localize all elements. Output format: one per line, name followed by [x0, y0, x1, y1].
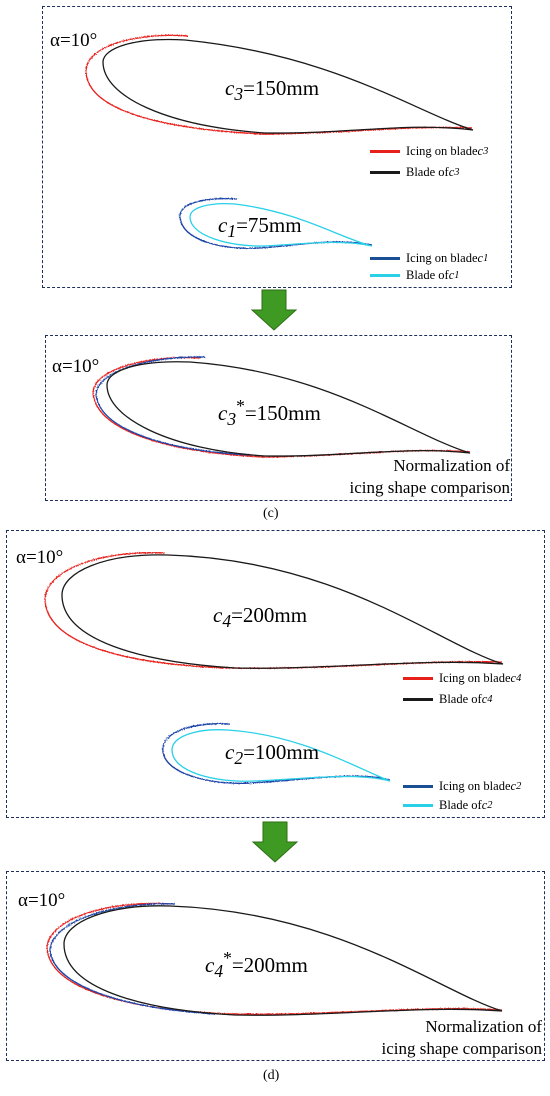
chord-label-c2: c2=100mm: [225, 740, 320, 769]
chord-label-c4: c4=200mm: [213, 603, 308, 632]
blade-profile-c3: [102, 38, 474, 134]
panel-c-comparison: [42, 6, 512, 288]
figure-caption-c: (c): [263, 506, 279, 521]
legend-swatch-red: [403, 677, 433, 680]
down-arrow-icon: [251, 821, 299, 863]
blade-profile-c3-normalized: [106, 361, 471, 457]
blade-profile-c1: [189, 202, 373, 247]
icing-profile-c1-scaled: [95, 356, 251, 456]
blade-profile-c4: [61, 554, 504, 669]
panel-d-normalized: [6, 871, 545, 1061]
legend-swatch-black: [403, 698, 433, 701]
legend-swatch-cyan: [370, 274, 400, 277]
icing-profile-c2-scaled: [49, 903, 216, 1015]
normalization-note: Normalization of icing shape comparison: [349, 456, 510, 497]
normalization-note: Normalization of icing shape comparison: [381, 1017, 542, 1058]
blade-profile-c2: [171, 729, 391, 782]
chord-label-c1: c1=75mm: [218, 213, 302, 242]
down-arrow-icon: [250, 289, 298, 331]
angle-of-attack-label: α=10°: [50, 30, 98, 51]
chord-label-c4-normalized: c4*=200mm: [205, 948, 308, 982]
angle-of-attack-label: α=10°: [52, 356, 100, 377]
legend-swatch-blue: [403, 785, 433, 788]
legend-swatch-black: [370, 171, 400, 174]
legend-swatch-blue: [370, 257, 400, 260]
panel-c-normalized: [45, 335, 512, 501]
legend-swatch-cyan: [403, 804, 433, 807]
angle-of-attack-label: α=10°: [18, 890, 66, 911]
chord-label-c3: c3=150mm: [225, 76, 320, 105]
icing-profile-c3: [85, 34, 473, 135]
figure-caption-d: (d): [263, 1068, 280, 1083]
legend-swatch-red: [370, 150, 400, 153]
angle-of-attack-label: α=10°: [16, 547, 64, 568]
blade-profile-c4-normalized: [63, 905, 503, 1016]
chord-label-c3-normalized: c3*=150mm: [218, 396, 321, 430]
panel-d-comparison: [6, 530, 545, 818]
